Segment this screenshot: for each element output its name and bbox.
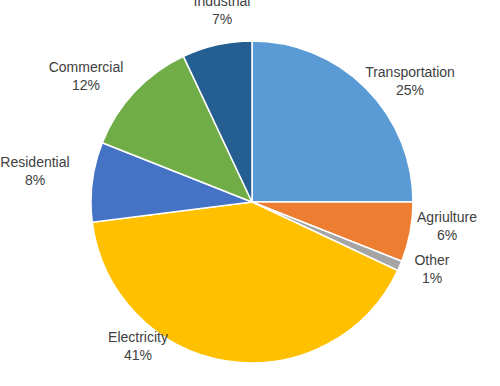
data-label: Transportation 25% xyxy=(365,64,455,98)
data-label: Electricity 41% xyxy=(108,329,168,363)
label-category: Electricity xyxy=(108,329,168,345)
label-category: Agriulture xyxy=(417,209,477,225)
slices xyxy=(91,41,413,363)
label-value: 25% xyxy=(396,82,424,98)
label-value: 1% xyxy=(422,270,442,286)
data-label: Residential 8% xyxy=(0,154,69,188)
data-labels: Transportation 25% Agriulture 6% Other 1% Elec… xyxy=(0,0,477,363)
label-category: Transportation xyxy=(365,64,455,80)
data-label: Other 1% xyxy=(414,252,449,286)
chart: Transportation 25% Agriulture 6% Other 1% Elec… xyxy=(0,0,500,386)
label-value: 8% xyxy=(25,172,45,188)
data-label: Agriulture 6% xyxy=(417,209,477,243)
label-value: 41% xyxy=(124,347,152,363)
label-value: 6% xyxy=(437,227,457,243)
pie xyxy=(91,41,413,363)
slice xyxy=(92,202,397,363)
data-label: Industrial 7% xyxy=(194,0,251,27)
label-category: Other xyxy=(414,252,449,268)
label-value: 12% xyxy=(72,77,100,93)
label-category: Commercial xyxy=(49,59,124,75)
label-category: Industrial xyxy=(194,0,251,9)
label-value: 7% xyxy=(212,11,232,27)
slice xyxy=(183,41,252,202)
data-label: Commercial 12% xyxy=(49,59,124,93)
label-category: Residential xyxy=(0,154,69,170)
